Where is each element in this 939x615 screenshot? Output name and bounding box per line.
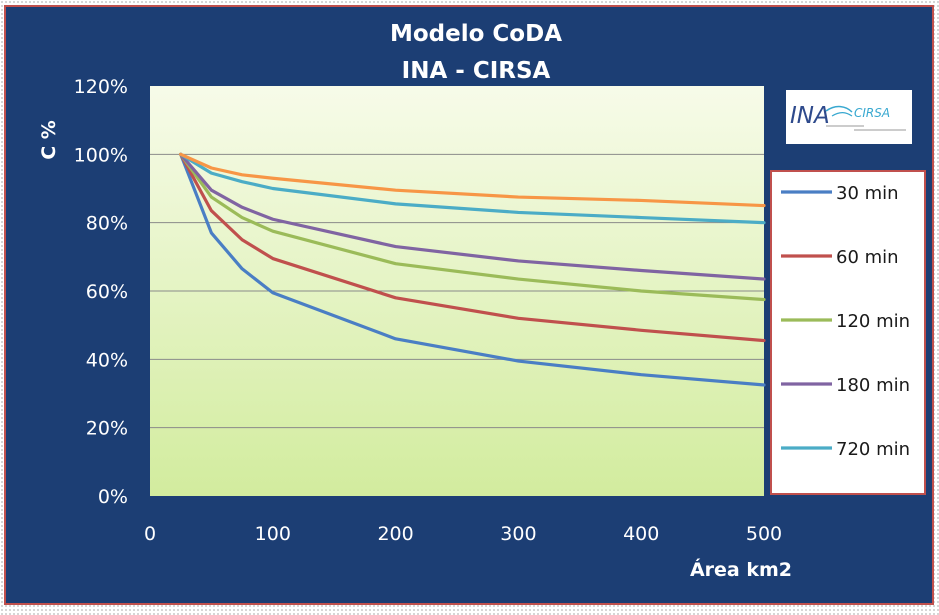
legend: 30 min 60 min 120 min 180 min 720 min (770, 170, 926, 495)
legend-label: 60 min (836, 247, 899, 268)
x-tick-label: 500 (746, 523, 782, 545)
series-line-30-min (179, 152, 766, 387)
x-axis-title: Área km2 (690, 558, 792, 581)
x-tick-label: 200 (377, 523, 413, 545)
series-line-unnamed-5 (179, 152, 766, 208)
legend-label: 30 min (836, 183, 899, 204)
y-tick-label: 0% (98, 486, 128, 508)
legend-label: 120 min (836, 311, 910, 332)
chart-subtitle: INA - CIRSA (402, 58, 551, 84)
logo-ina-text: INA (790, 103, 830, 129)
series-line-720-min (179, 152, 766, 225)
y-tick-label: 60% (86, 281, 128, 303)
y-tick-label: 100% (74, 144, 128, 166)
chart-title: Modelo CoDA (390, 21, 562, 47)
series-layer (179, 152, 766, 387)
legend-box (770, 170, 926, 495)
y-tick-label: 80% (86, 213, 128, 235)
y-axis-ticks: 0% 20% 40% 60% 80% 100% 120% (74, 76, 128, 508)
series-line-60-min (179, 152, 766, 343)
y-tick-label: 40% (86, 349, 128, 371)
x-tick-label: 300 (500, 523, 536, 545)
logo-cirsa-text: CIRSA (854, 106, 890, 120)
legend-label: 180 min (836, 375, 910, 396)
x-tick-label: 400 (623, 523, 659, 545)
x-axis-ticks: 0 100 200 300 400 500 (144, 523, 782, 545)
legend-label: 720 min (836, 439, 910, 460)
y-tick-label: 120% (74, 76, 128, 98)
y-axis-title: C % (38, 120, 60, 160)
ina-cirsa-logo: INA CIRSA (786, 90, 912, 144)
x-tick-label: 100 (255, 523, 291, 545)
series-line-120-min (179, 152, 766, 302)
y-tick-label: 20% (86, 418, 128, 440)
series-line-180-min (179, 152, 766, 281)
x-tick-label: 0 (144, 523, 156, 545)
